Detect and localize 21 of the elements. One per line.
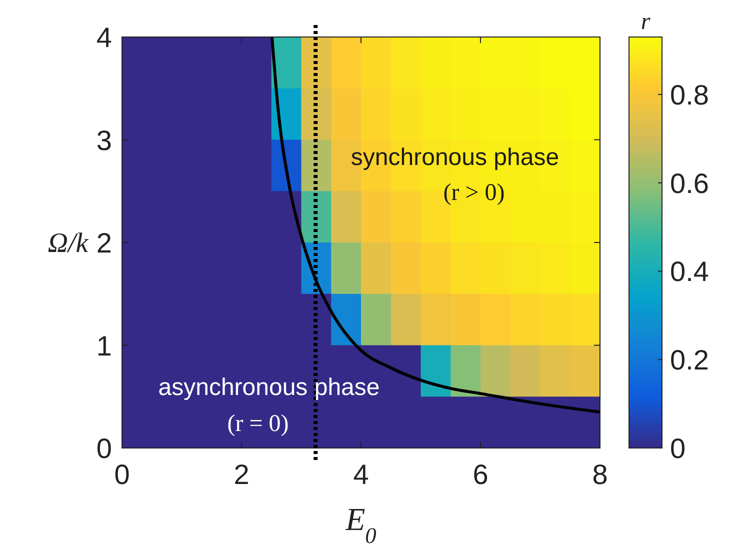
- color-bar-label: 0: [670, 433, 686, 464]
- annotation: (r = 0): [227, 411, 289, 437]
- x-axis-title: E$_{0}$: [344, 501, 376, 548]
- color-bar-title: r: [640, 9, 651, 35]
- x-tick-label: 2: [234, 459, 250, 490]
- y-tick-label: 1: [96, 330, 112, 362]
- x-tick-label: 6: [472, 459, 488, 490]
- annotation: (r > 0): [443, 180, 505, 206]
- color-bar-label: 0.4: [670, 256, 709, 288]
- color-bar-label: 0.8: [670, 79, 709, 110]
- x-tick-label: 8: [592, 459, 608, 490]
- color-bar-label: 0.2: [670, 344, 709, 376]
- color-bar-label: 0.6: [670, 168, 709, 199]
- y-tick-label: 3: [96, 124, 112, 156]
- y-tick-label: 4: [96, 22, 112, 53]
- annotation: synchronous phase: [350, 144, 560, 171]
- x-tick-label: 4: [353, 459, 369, 490]
- annotation: asynchronous phase: [158, 374, 380, 401]
- y-tick-label: 0: [96, 433, 112, 464]
- y-tick-label: 2: [96, 228, 112, 258]
- y-axis-title: Ω/k: [48, 228, 89, 259]
